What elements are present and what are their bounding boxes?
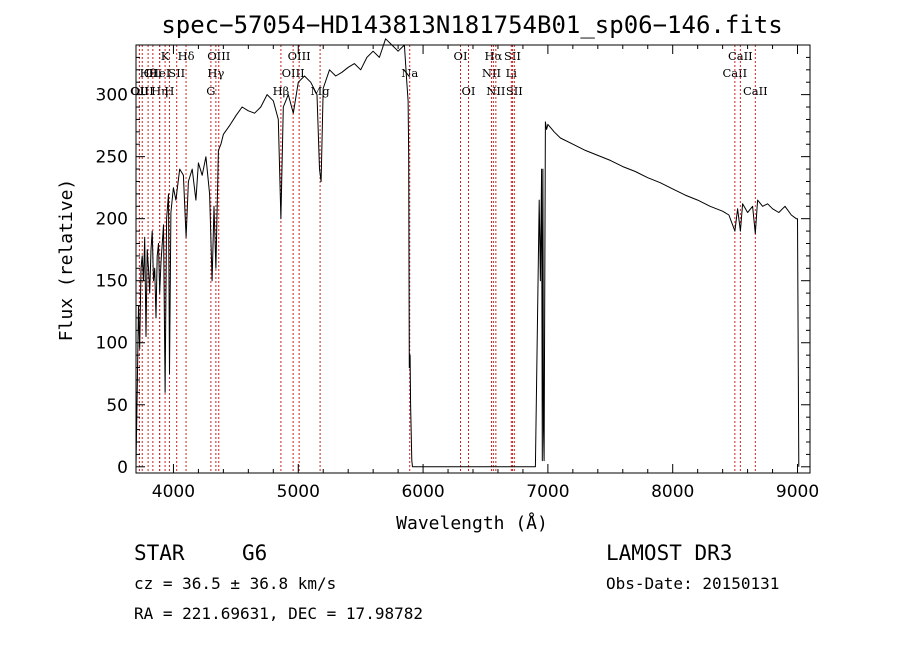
- object-class: STAR: [134, 541, 185, 565]
- sky-coordinates: RA = 221.69631, DEC = 17.98782: [134, 604, 423, 623]
- spectral-line-label: Mg: [311, 84, 331, 98]
- y-tick-label: 50: [106, 396, 128, 416]
- y-axis-ticks: 0 50 100 150 200 250 300: [96, 56, 810, 478]
- spectral-line-label: OIII: [207, 49, 230, 63]
- spectral-line-label: G: [206, 84, 215, 98]
- spectral-line-label: SII: [168, 66, 185, 80]
- x-tick-label: 7000: [526, 482, 569, 502]
- observation-date: Obs-Date: 20150131: [606, 574, 779, 593]
- spectral-line-label: K: [161, 49, 170, 63]
- spectral-line-label: H: [164, 84, 174, 98]
- x-axis-label: Wavelength (Å): [396, 512, 548, 534]
- spectral-line-label: Li: [506, 66, 518, 80]
- y-tick-label: 200: [96, 210, 128, 230]
- y-tick-label: 0: [117, 458, 128, 478]
- x-tick-label: 6000: [401, 482, 444, 502]
- x-tick-label: 9000: [776, 482, 819, 502]
- spectral-line-label: NII: [486, 84, 505, 98]
- spectral-line-label: SII: [504, 49, 521, 63]
- spectral-line-label: CaII: [728, 49, 753, 63]
- spectral-line-label: Hδ: [178, 49, 195, 63]
- spectral-line-label: NII: [482, 66, 501, 80]
- survey-name: LAMOST DR3: [606, 541, 732, 565]
- x-axis-ticks: 4000 5000 6000 7000 8000 9000: [152, 45, 819, 502]
- spectral-line-label: CaII: [722, 66, 747, 80]
- y-tick-label: 300: [96, 86, 128, 106]
- spectrum-line: [135, 38, 800, 468]
- spectral-line-markers: OIIOIIIHθOIIHηHeIKHSIIHδGHγOIIIHβOIIIOII…: [130, 45, 768, 473]
- spectral-line-label: OI: [454, 49, 468, 63]
- object-subclass: G6: [242, 541, 267, 565]
- spectral-line-label: Hγ: [207, 66, 224, 80]
- spectral-line-label: Hβ: [273, 84, 290, 98]
- x-tick-label: 5000: [277, 482, 320, 502]
- spectral-line-label: OI: [462, 84, 476, 98]
- spectral-line-label: Hα: [484, 49, 502, 63]
- spectral-line-label: OII: [144, 66, 163, 80]
- spectral-line-label: OIII: [288, 49, 311, 63]
- y-tick-label: 100: [96, 334, 128, 354]
- redshift-velocity: cz = 36.5 ± 36.8 km/s: [134, 574, 336, 593]
- chart-title: spec−57054−HD143813N181754B01_sp06−146.f…: [161, 11, 782, 39]
- y-tick-label: 250: [96, 148, 128, 168]
- spectral-line-label: OIII: [282, 66, 305, 80]
- plot-frame: [135, 44, 811, 474]
- spectral-line-label: Na: [401, 66, 418, 80]
- x-tick-label: 4000: [152, 482, 195, 502]
- y-tick-label: 150: [96, 272, 128, 292]
- spectral-line-label: HeI: [149, 66, 170, 80]
- spectral-line-label: CaII: [743, 84, 768, 98]
- x-tick-label: 8000: [651, 482, 694, 502]
- spectral-line-label: SII: [506, 84, 523, 98]
- y-axis-label: Flux (relative): [56, 179, 77, 342]
